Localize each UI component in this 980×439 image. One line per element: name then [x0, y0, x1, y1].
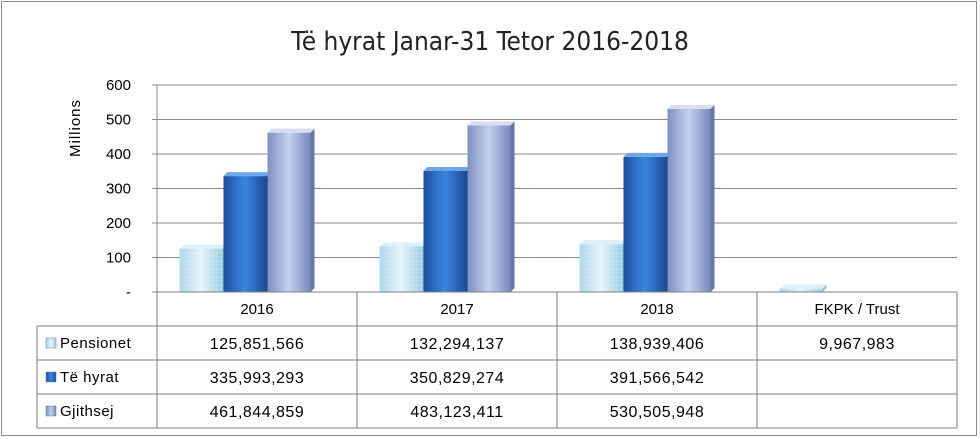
- data-label: 483,123,411: [410, 404, 503, 421]
- data-label: 138,939,406: [610, 336, 704, 353]
- bar-top: [779, 284, 827, 289]
- data-label: 530,505,948: [610, 404, 704, 421]
- bar-texture: [179, 248, 223, 292]
- bar-top: [179, 244, 227, 249]
- bar-gjithsej-1: [467, 125, 511, 293]
- y-tick-label: 100: [106, 250, 131, 267]
- x-category-label: FKPK / Trust: [814, 301, 900, 318]
- data-label: 125,851,566: [210, 336, 304, 353]
- bar-top: [623, 152, 671, 157]
- data-label: 9,967,983: [819, 336, 895, 353]
- bar-texture: [379, 246, 423, 292]
- y-tick-label: 500: [106, 112, 131, 129]
- bar-top: [579, 240, 627, 245]
- bar-side: [710, 104, 715, 292]
- y-tick-label: -: [126, 284, 131, 301]
- bar-top: [267, 128, 315, 133]
- y-tick-label: 300: [106, 181, 131, 198]
- y-tick-label: 200: [106, 215, 131, 232]
- bar-side: [822, 284, 827, 292]
- bar-side: [510, 121, 515, 293]
- bar-gjithsej-0: [267, 132, 311, 292]
- x-category-label: 2017: [440, 301, 473, 318]
- y-axis-label: Millions: [67, 99, 84, 157]
- bar-side: [310, 128, 315, 292]
- y-tick-label: 600: [106, 77, 131, 94]
- legend-label: Pensionet: [60, 335, 132, 352]
- data-label: 391,566,542: [610, 370, 704, 387]
- data-label: 350,829,274: [410, 370, 504, 387]
- legend-label: Të hyrat: [60, 369, 119, 386]
- bar-top: [467, 121, 515, 126]
- legend-key: [45, 337, 57, 349]
- bar-texture: [579, 244, 623, 292]
- bar-gjithsej-2: [667, 108, 711, 292]
- x-category-label: 2016: [240, 301, 273, 318]
- legend-key: [45, 405, 57, 417]
- bar-t-hyrat-0: [223, 176, 267, 292]
- bar-top: [379, 242, 427, 247]
- bar-texture: [779, 288, 823, 292]
- data-label: 461,844,859: [210, 404, 304, 421]
- bar-top: [223, 172, 271, 177]
- x-category-label: 2018: [640, 301, 673, 318]
- legend-key: [45, 371, 57, 383]
- data-label: 335,993,293: [210, 370, 304, 387]
- y-tick-label: 400: [106, 146, 131, 163]
- legend-label: Gjithsej: [60, 403, 114, 420]
- bar-top: [667, 104, 715, 109]
- bar-t-hyrat-2: [623, 156, 667, 292]
- bar-top: [423, 166, 471, 171]
- data-label: 132,294,137: [410, 336, 504, 353]
- chart-title: Të hyrat Janar-31 Tetor 2016-2018: [290, 27, 689, 57]
- bar-t-hyrat-1: [423, 170, 467, 292]
